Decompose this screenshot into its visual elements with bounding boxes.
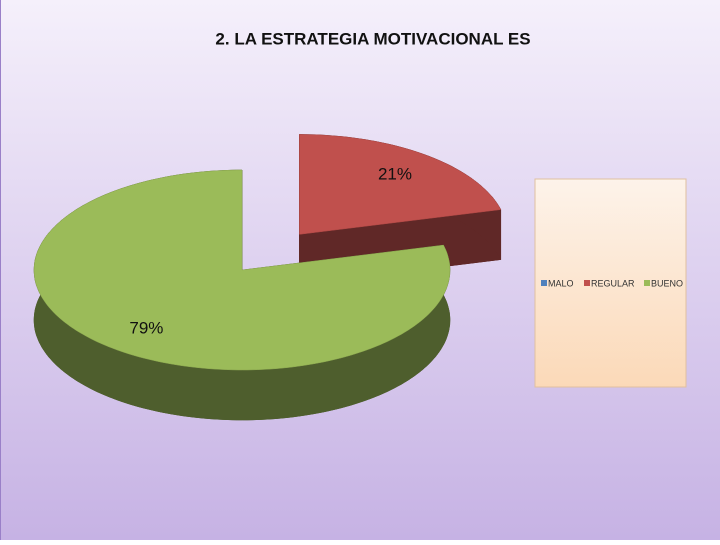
legend-label: BUENO bbox=[651, 278, 683, 288]
slice bbox=[33, 169, 451, 421]
legend-box bbox=[534, 178, 687, 388]
chart-title: 2. LA ESTRATEGIA MOTIVACIONAL ES bbox=[215, 29, 530, 48]
data-label: 79% bbox=[129, 319, 163, 338]
legend-swatch bbox=[541, 280, 547, 286]
legend-swatch bbox=[584, 280, 590, 286]
legend-swatch bbox=[644, 280, 650, 286]
slice-top bbox=[299, 134, 502, 235]
legend-label: MALO bbox=[548, 278, 574, 288]
data-label: 21% bbox=[378, 165, 412, 184]
slice-top bbox=[33, 169, 451, 371]
legend-label: REGULAR bbox=[591, 278, 635, 288]
